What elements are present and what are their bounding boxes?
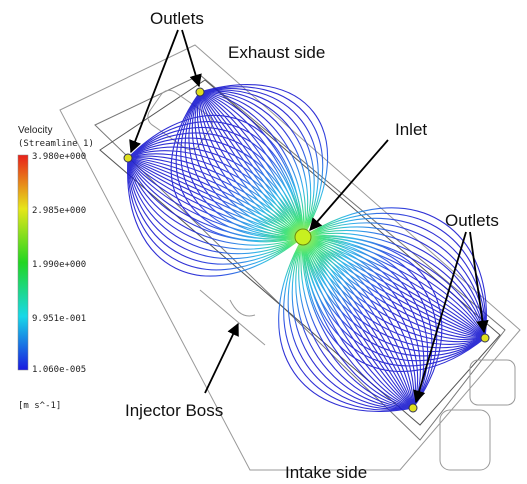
label: Inlet [395, 120, 427, 139]
legend-tick: 1.060e-005 [32, 365, 86, 375]
figure: Velocity (Streamline 1) 3.980e+000 2.985… [0, 0, 527, 484]
label: Outlets [445, 211, 499, 230]
label: Exhaust side [228, 43, 325, 62]
legend-tick: 1.990e+000 [32, 260, 86, 270]
legend-title: Velocity [18, 125, 52, 136]
streamlines [128, 85, 487, 412]
label: Intake side [285, 463, 367, 482]
legend-tick: 9.951e-001 [32, 314, 86, 324]
legend-unit: [m s^-1] [18, 401, 61, 411]
legend-tick: 3.980e+000 [32, 152, 86, 162]
color-bar [18, 155, 28, 370]
label: Injector Boss [125, 401, 223, 420]
legend-tick: 2.985e+000 [32, 206, 86, 216]
legend-subtitle: (Streamline 1) [18, 139, 94, 149]
label: Outlets [150, 9, 204, 28]
